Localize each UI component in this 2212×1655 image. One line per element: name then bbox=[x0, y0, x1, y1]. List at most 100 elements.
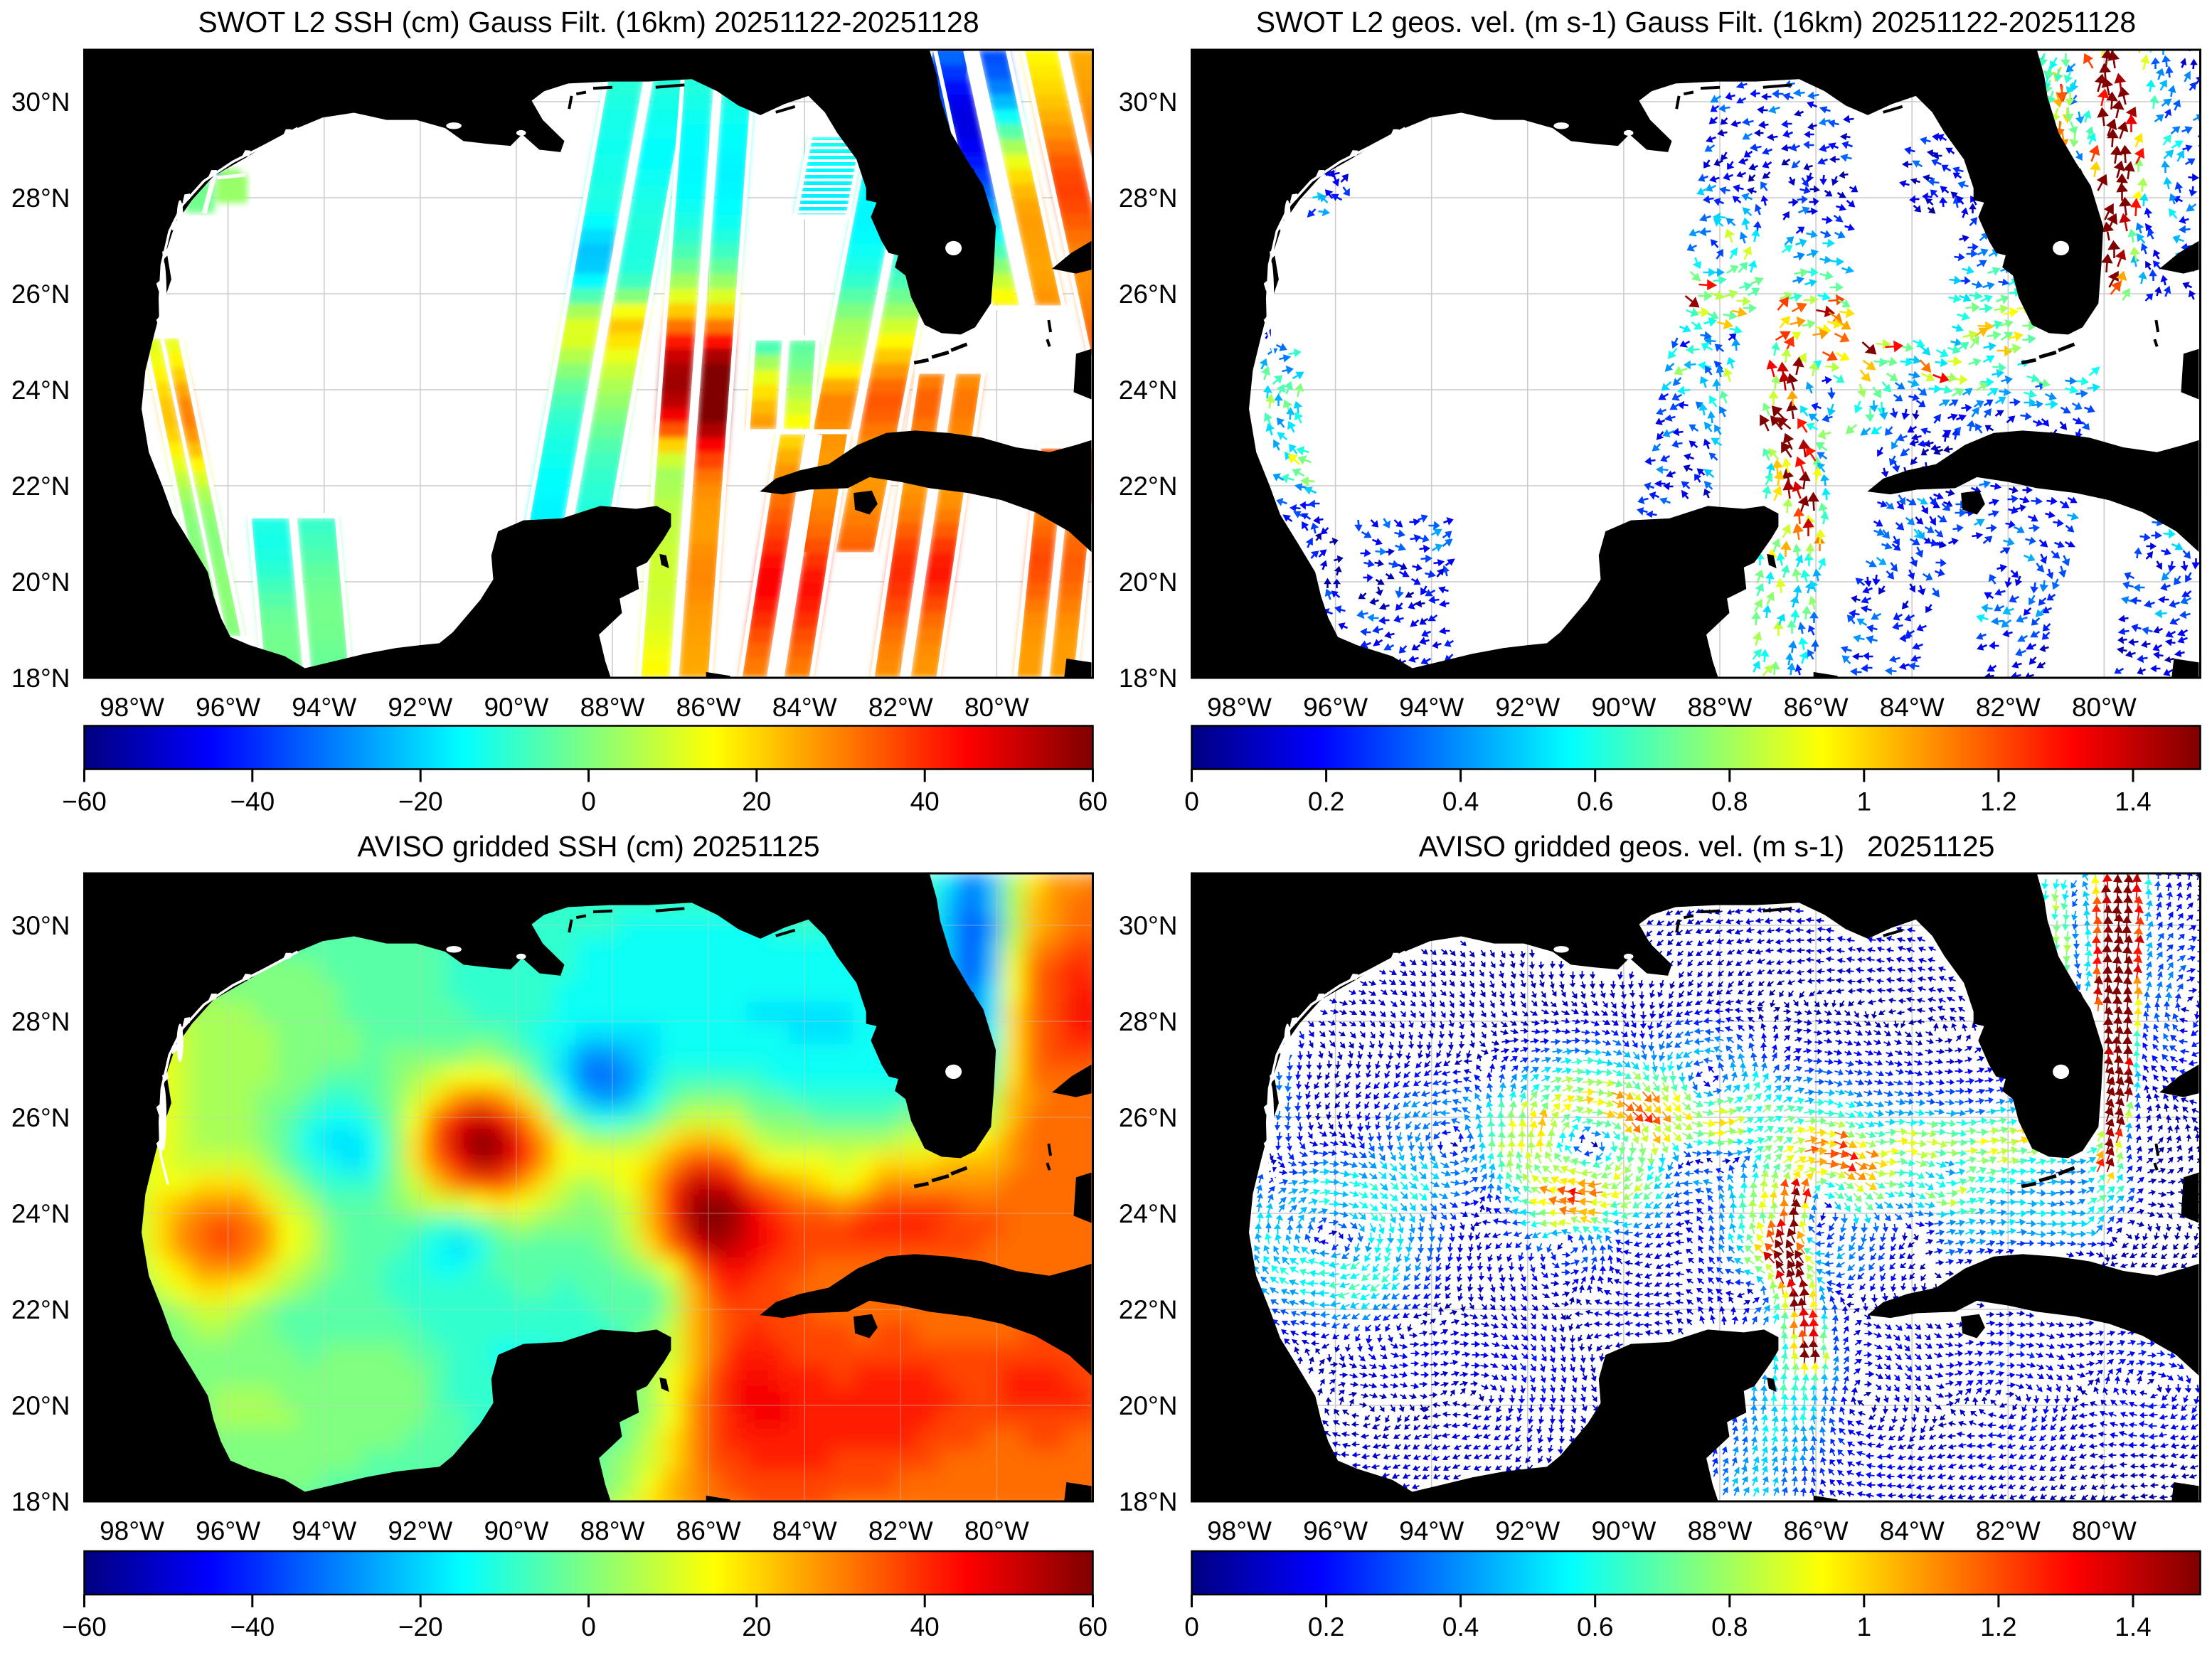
svg-text:80°W: 80°W bbox=[964, 693, 1029, 722]
svg-text:82°W: 82°W bbox=[868, 1516, 933, 1545]
svg-text:96°W: 96°W bbox=[196, 1516, 260, 1545]
svg-text:96°W: 96°W bbox=[196, 693, 260, 722]
svg-text:28°N: 28°N bbox=[11, 183, 70, 213]
svg-text:1: 1 bbox=[1857, 1612, 1872, 1641]
svg-text:26°N: 26°N bbox=[11, 280, 70, 309]
svg-text:82°W: 82°W bbox=[868, 693, 933, 722]
svg-text:−60: −60 bbox=[62, 1612, 107, 1641]
svg-text:40: 40 bbox=[910, 1612, 940, 1641]
svg-text:0.8: 0.8 bbox=[1711, 1612, 1748, 1641]
svg-text:−60: −60 bbox=[62, 787, 107, 816]
svg-text:24°N: 24°N bbox=[11, 376, 70, 405]
svg-text:0.6: 0.6 bbox=[1577, 787, 1613, 816]
svg-text:20°N: 20°N bbox=[11, 1391, 70, 1420]
svg-text:SWOT L2 geos. vel. (m s-1) Gau: SWOT L2 geos. vel. (m s-1) Gauss Filt. (… bbox=[1256, 6, 2136, 38]
svg-text:60: 60 bbox=[1078, 787, 1107, 816]
svg-text:28°N: 28°N bbox=[1119, 183, 1178, 213]
svg-text:18°N: 18°N bbox=[11, 664, 70, 693]
svg-text:88°W: 88°W bbox=[1688, 693, 1753, 722]
svg-text:0.2: 0.2 bbox=[1308, 1612, 1344, 1641]
svg-text:22°N: 22°N bbox=[1119, 1295, 1178, 1324]
svg-text:60: 60 bbox=[1078, 1612, 1107, 1641]
svg-text:28°N: 28°N bbox=[1119, 1007, 1178, 1036]
svg-text:0.6: 0.6 bbox=[1577, 1612, 1613, 1641]
svg-text:86°W: 86°W bbox=[1784, 693, 1849, 722]
svg-text:−20: −20 bbox=[398, 787, 443, 816]
svg-text:94°W: 94°W bbox=[1399, 693, 1464, 722]
svg-text:20: 20 bbox=[742, 1612, 771, 1641]
svg-text:98°W: 98°W bbox=[100, 693, 164, 722]
svg-text:AVISO gridded geos. vel. (m s-: AVISO gridded geos. vel. (m s-1) 2025112… bbox=[1419, 830, 1995, 863]
svg-text:80°W: 80°W bbox=[964, 1516, 1029, 1545]
svg-text:0: 0 bbox=[581, 1612, 596, 1641]
svg-text:20°N: 20°N bbox=[1119, 1391, 1178, 1420]
svg-text:26°N: 26°N bbox=[1119, 280, 1178, 309]
svg-text:94°W: 94°W bbox=[292, 693, 356, 722]
svg-text:1.2: 1.2 bbox=[1980, 1612, 2016, 1641]
svg-text:98°W: 98°W bbox=[1207, 693, 1272, 722]
svg-text:96°W: 96°W bbox=[1303, 693, 1368, 722]
svg-text:92°W: 92°W bbox=[1495, 693, 1560, 722]
svg-text:90°W: 90°W bbox=[1591, 1516, 1656, 1545]
svg-text:18°N: 18°N bbox=[11, 1487, 70, 1516]
svg-text:96°W: 96°W bbox=[1303, 1516, 1368, 1545]
svg-text:84°W: 84°W bbox=[772, 1516, 837, 1545]
svg-text:98°W: 98°W bbox=[1207, 1516, 1272, 1545]
svg-text:20°N: 20°N bbox=[1119, 568, 1178, 597]
svg-text:0.4: 0.4 bbox=[1442, 787, 1479, 816]
svg-text:94°W: 94°W bbox=[1399, 1516, 1464, 1545]
svg-text:20°N: 20°N bbox=[11, 568, 70, 597]
svg-text:88°W: 88°W bbox=[580, 693, 645, 722]
svg-text:26°N: 26°N bbox=[1119, 1103, 1178, 1132]
svg-text:84°W: 84°W bbox=[1880, 1516, 1945, 1545]
svg-text:90°W: 90°W bbox=[484, 693, 548, 722]
svg-text:0.2: 0.2 bbox=[1308, 787, 1344, 816]
svg-text:90°W: 90°W bbox=[1591, 693, 1656, 722]
svg-text:84°W: 84°W bbox=[1880, 693, 1945, 722]
svg-text:−40: −40 bbox=[230, 787, 275, 816]
svg-text:30°N: 30°N bbox=[11, 911, 70, 940]
svg-text:0: 0 bbox=[1184, 787, 1199, 816]
svg-text:1.4: 1.4 bbox=[2115, 787, 2151, 816]
svg-text:84°W: 84°W bbox=[772, 693, 837, 722]
svg-text:22°N: 22°N bbox=[1119, 472, 1178, 501]
svg-text:0.4: 0.4 bbox=[1442, 1612, 1479, 1641]
svg-text:0.8: 0.8 bbox=[1711, 787, 1748, 816]
svg-text:92°W: 92°W bbox=[1495, 1516, 1560, 1545]
svg-text:18°N: 18°N bbox=[1119, 1487, 1178, 1516]
svg-text:SWOT L2 SSH (cm) Gauss Filt. (: SWOT L2 SSH (cm) Gauss Filt. (16km) 2025… bbox=[198, 6, 979, 38]
svg-text:40: 40 bbox=[910, 787, 940, 816]
svg-text:1.4: 1.4 bbox=[2115, 1612, 2151, 1641]
svg-text:98°W: 98°W bbox=[100, 1516, 164, 1545]
svg-text:AVISO gridded SSH (cm) 2025112: AVISO gridded SSH (cm) 20251125 bbox=[357, 830, 819, 863]
svg-text:24°N: 24°N bbox=[11, 1199, 70, 1228]
svg-text:82°W: 82°W bbox=[1976, 1516, 2041, 1545]
svg-text:30°N: 30°N bbox=[1119, 87, 1178, 117]
svg-text:22°N: 22°N bbox=[11, 472, 70, 501]
svg-text:86°W: 86°W bbox=[676, 1516, 741, 1545]
svg-text:28°N: 28°N bbox=[11, 1007, 70, 1036]
svg-text:0: 0 bbox=[581, 787, 596, 816]
svg-text:94°W: 94°W bbox=[292, 1516, 356, 1545]
svg-text:92°W: 92°W bbox=[388, 1516, 452, 1545]
svg-text:88°W: 88°W bbox=[580, 1516, 645, 1545]
svg-text:22°N: 22°N bbox=[11, 1295, 70, 1324]
svg-text:24°N: 24°N bbox=[1119, 1199, 1178, 1228]
svg-text:82°W: 82°W bbox=[1976, 693, 2041, 722]
svg-text:26°N: 26°N bbox=[11, 1103, 70, 1132]
svg-text:86°W: 86°W bbox=[1784, 1516, 1849, 1545]
svg-text:80°W: 80°W bbox=[2072, 693, 2137, 722]
svg-text:1: 1 bbox=[1857, 787, 1872, 816]
svg-text:88°W: 88°W bbox=[1688, 1516, 1753, 1545]
svg-text:86°W: 86°W bbox=[676, 693, 741, 722]
svg-text:30°N: 30°N bbox=[11, 87, 70, 117]
svg-text:80°W: 80°W bbox=[2072, 1516, 2137, 1545]
svg-text:90°W: 90°W bbox=[484, 1516, 548, 1545]
svg-text:−40: −40 bbox=[230, 1612, 275, 1641]
svg-text:30°N: 30°N bbox=[1119, 911, 1178, 940]
svg-text:1.2: 1.2 bbox=[1980, 787, 2016, 816]
svg-text:18°N: 18°N bbox=[1119, 664, 1178, 693]
svg-text:20: 20 bbox=[742, 787, 771, 816]
svg-text:−20: −20 bbox=[398, 1612, 443, 1641]
svg-text:0: 0 bbox=[1184, 1612, 1199, 1641]
